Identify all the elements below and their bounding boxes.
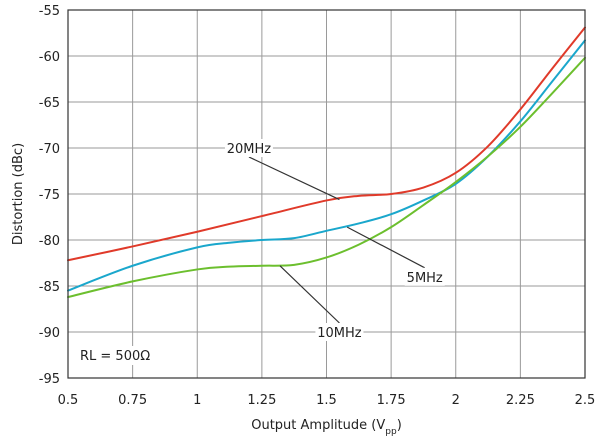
callout-label-background [224,139,273,157]
callout-layer: 20MHz 5MHz 10MHz [224,139,445,341]
y-tick-labels: -55 -60 -65 -70 -75 -80 -85 -90 -95 [39,4,60,387]
y-tick-label: -85 [39,280,60,295]
callout-label-5mhz: 5MHz [407,271,443,286]
x-tick-label: 2.25 [506,393,535,408]
callout-label-background [404,267,445,286]
x-axis-title-suffix: ) [397,418,402,433]
x-axis-title: Output Amplitude (Vpp) [251,418,402,437]
plot-frame [67,9,586,379]
x-axis-title-subscript: pp [385,427,397,437]
x-tick-label: 1.5 [316,393,337,408]
x-tick-label: 0.5 [58,393,79,408]
callout-leader-line [346,226,426,269]
y-tick-label: -75 [39,188,60,203]
x-tick-label: 2.5 [575,393,596,408]
x-tick-label: 0.75 [118,393,147,408]
x-tick-label: 1 [193,393,201,408]
series-line-5mhz [67,39,586,292]
rl-annotation-text: RL = 500Ω [80,349,150,364]
x-tick-label: 1.75 [377,393,406,408]
callout-leader-line [248,156,340,201]
y-tick-label: -70 [39,142,60,157]
callout-label-background [315,323,364,341]
callout-leader-line [279,265,340,324]
x-tick-label: 2 [452,393,460,408]
rl-annotation: RL = 500Ω [76,346,164,365]
y-tick-label: -95 [39,372,60,387]
x-tick-label: 1.25 [247,393,276,408]
callout-label-10mhz: 10MHz [317,326,362,341]
y-tick-label: -80 [39,234,60,249]
rl-annotation-background [76,346,164,365]
callout-label-20mhz: 20MHz [227,142,272,157]
series-line-20mhz [67,26,586,262]
y-tick-label: -90 [39,326,60,341]
series-line-10mhz [67,56,586,299]
series-layer [67,26,586,299]
y-tick-label: -65 [39,96,60,111]
x-tick-labels: 0.5 0.75 1 1.25 1.5 1.75 2 2.25 2.5 [58,393,596,408]
y-tick-label: -55 [39,4,60,19]
y-axis-title: Distortion (dBc) [11,143,26,245]
y-tick-label: -60 [39,50,60,65]
x-axis-title-main: Output Amplitude (V [251,418,385,433]
